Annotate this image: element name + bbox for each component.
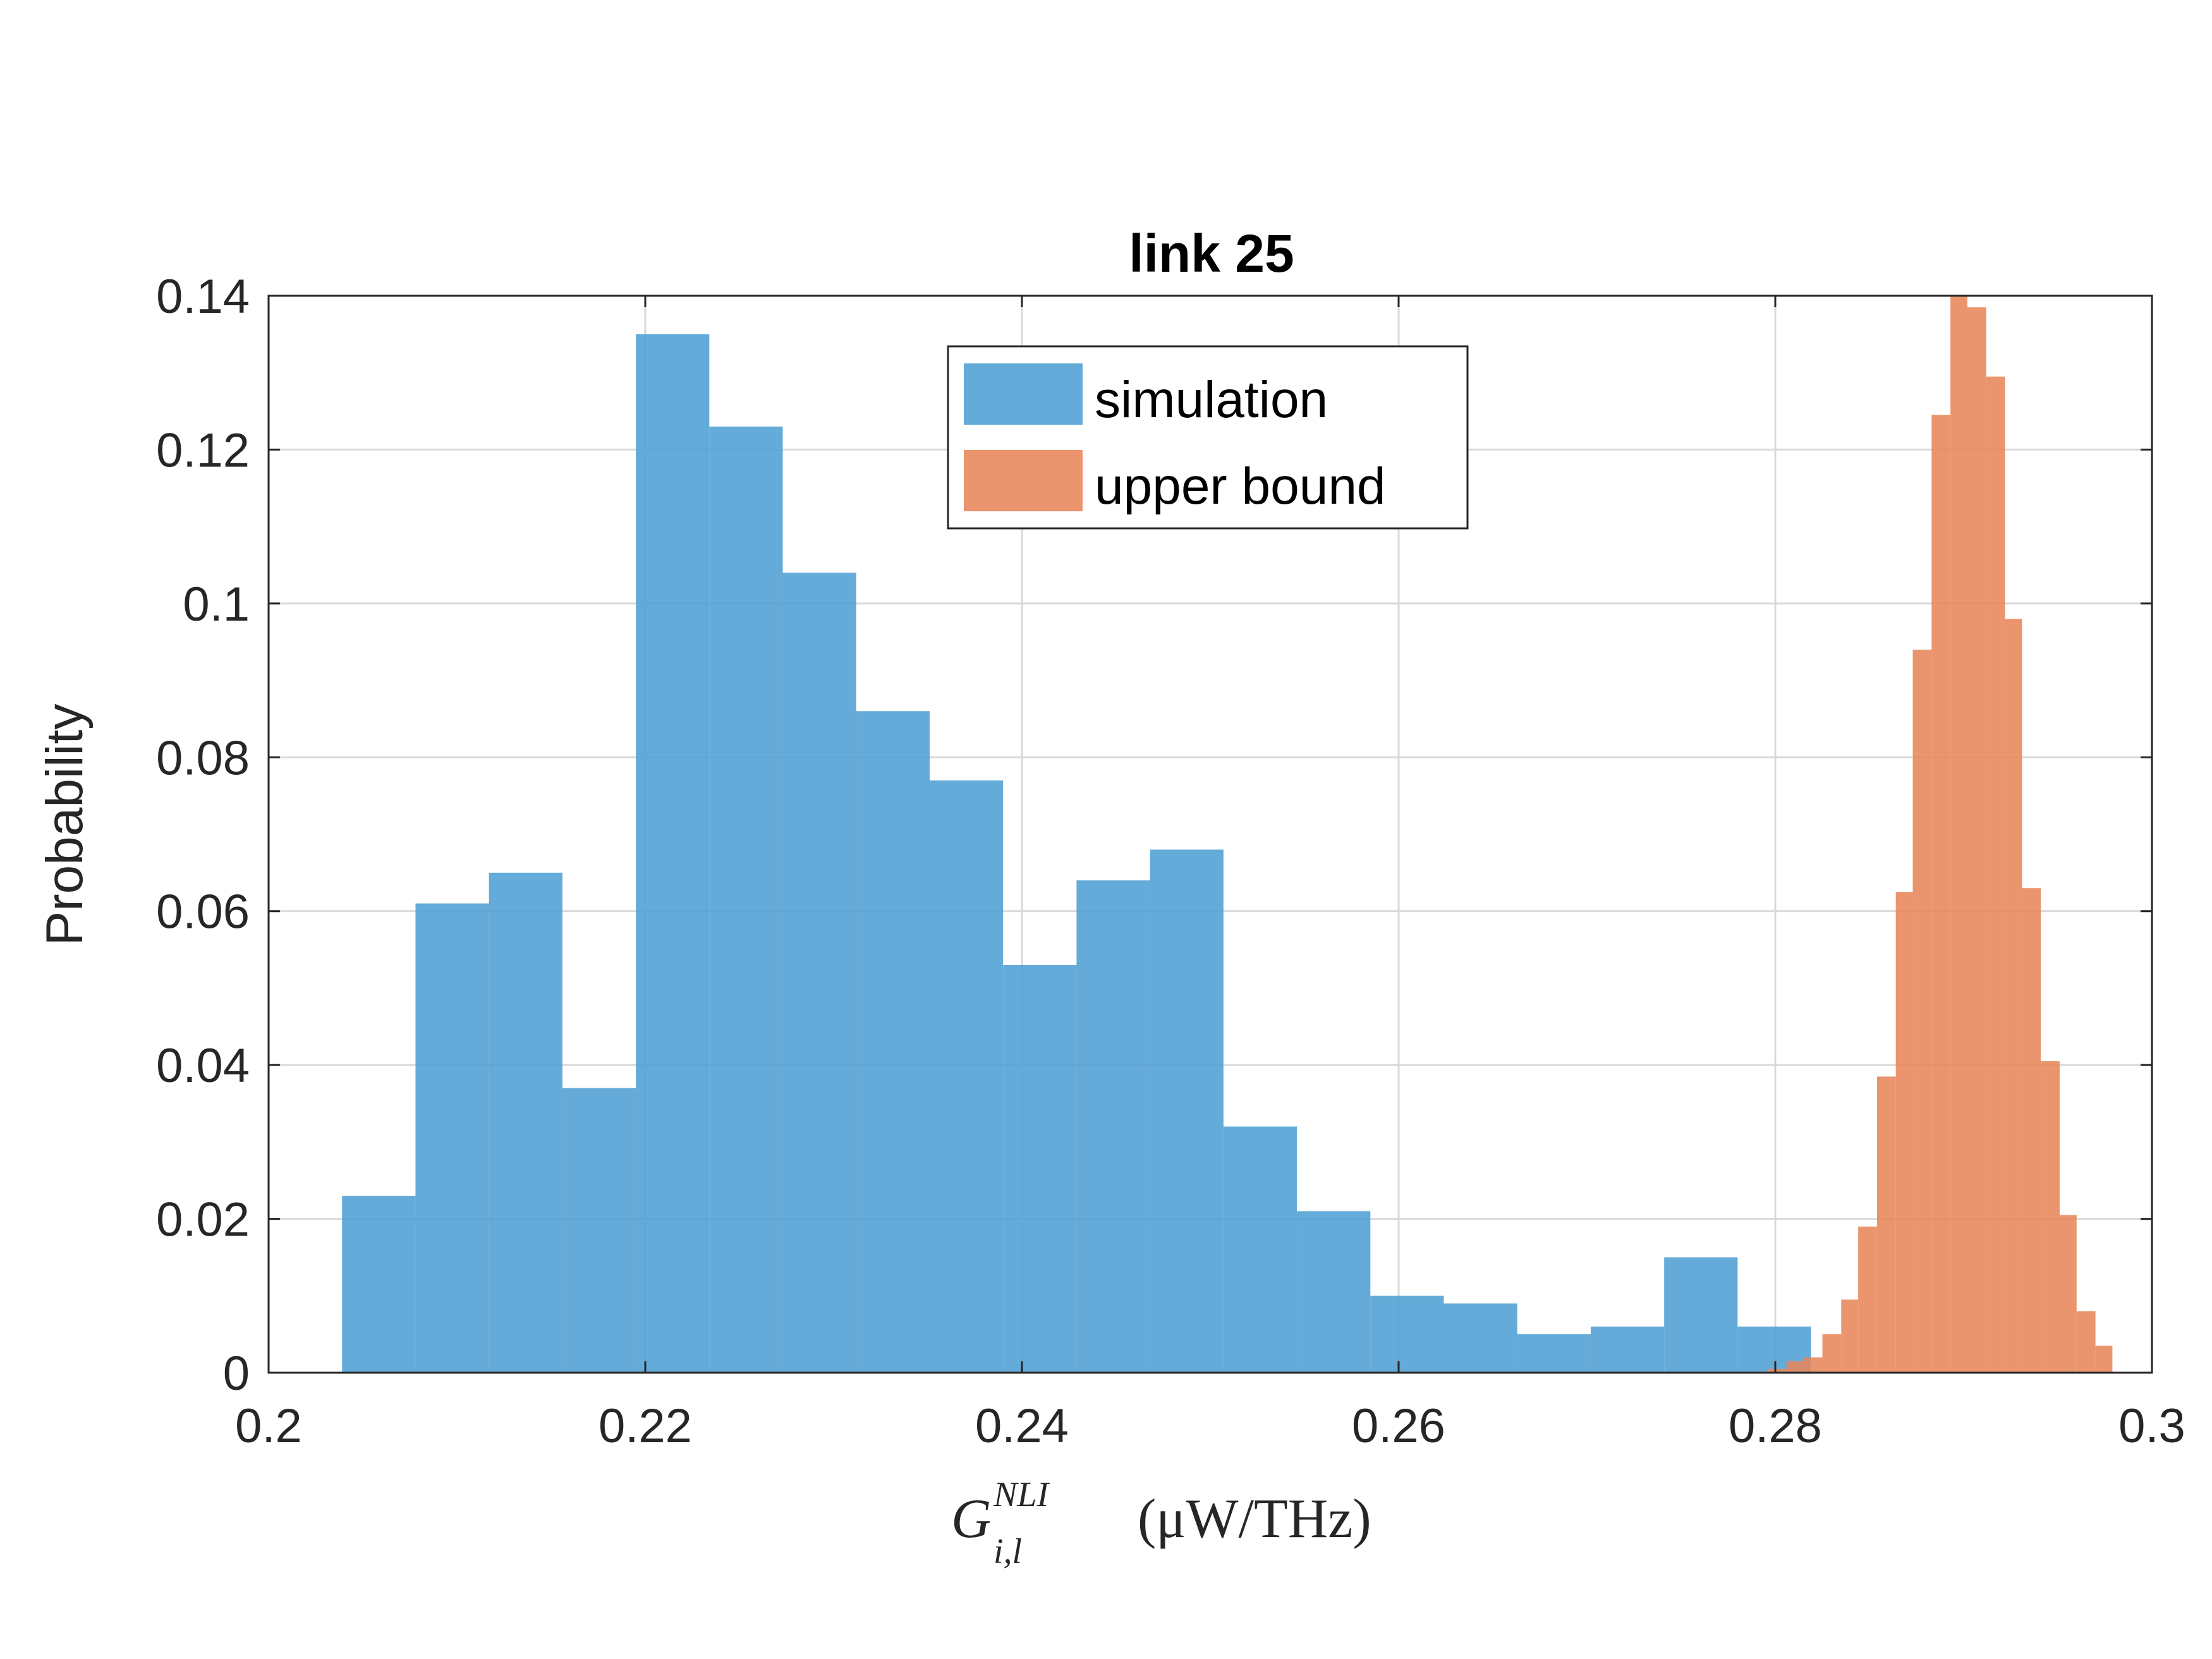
x-axis-label-symbol: G <box>951 1488 992 1550</box>
bar-simulation <box>782 573 856 1373</box>
x-tick-label: 0.22 <box>599 1399 692 1453</box>
bar-upper-bound <box>1912 649 1932 1373</box>
y-tick-label: 0.08 <box>156 731 250 785</box>
x-tick-label: 0.26 <box>1352 1399 1445 1453</box>
bar-simulation <box>562 1088 636 1373</box>
x-tick-labels: 0.2 0.22 0.24 0.26 0.28 0.3 <box>235 1399 2185 1453</box>
bar-upper-bound <box>2059 1215 2077 1373</box>
legend-swatch-simulation <box>964 363 1083 425</box>
bar-upper-bound <box>2005 619 2022 1373</box>
bar-upper-bound <box>1786 1361 1804 1373</box>
y-tick-label: 0.14 <box>156 270 250 324</box>
bar-upper-bound <box>1876 1076 1896 1373</box>
x-axis-label-superscript: NLI <box>993 1475 1050 1514</box>
y-axis-label: Probability <box>36 704 94 946</box>
bar-upper-bound <box>2095 1346 2113 1373</box>
series-upper-bound <box>1768 296 2113 1373</box>
x-tick-label: 0.2 <box>235 1399 302 1453</box>
bar-simulation <box>1664 1257 1738 1373</box>
legend-label-simulation: simulation <box>1095 371 1328 428</box>
y-tick-label: 0 <box>223 1347 250 1401</box>
chart-title: link 25 <box>1129 224 1294 283</box>
bar-simulation <box>489 872 562 1373</box>
y-tick-label: 0.12 <box>156 423 250 477</box>
bar-simulation <box>1370 1296 1444 1373</box>
tick-marks <box>267 295 2153 1374</box>
bar-simulation <box>1297 1211 1371 1373</box>
bar-simulation <box>415 903 489 1373</box>
bar-upper-bound <box>1858 1226 1877 1373</box>
y-tick-label: 0.06 <box>156 885 250 939</box>
bar-simulation <box>1590 1326 1665 1373</box>
bar-simulation <box>1076 880 1150 1373</box>
bar-upper-bound <box>2076 1311 2096 1373</box>
bar-upper-bound <box>1803 1357 1823 1373</box>
y-tick-labels: 0 0.02 0.04 0.06 0.08 0.1 0.12 0.14 <box>156 270 250 1401</box>
bar-simulation <box>636 334 710 1373</box>
x-tick-label: 0.3 <box>2118 1399 2185 1453</box>
x-axis-label-subscript: i,l <box>994 1532 1022 1571</box>
bar-simulation <box>856 711 930 1373</box>
bar-upper-bound <box>1931 415 1951 1373</box>
bar-simulation <box>1003 964 1077 1373</box>
bar-upper-bound <box>2022 888 2041 1373</box>
y-tick-label: 0.04 <box>156 1039 250 1093</box>
legend-label-upper-bound: upper bound <box>1095 458 1386 515</box>
bar-upper-bound <box>2041 1061 2060 1373</box>
bar-upper-bound <box>1841 1299 1859 1373</box>
y-tick-label: 0.1 <box>183 578 250 631</box>
x-tick-label: 0.24 <box>975 1399 1069 1453</box>
bar-simulation <box>1223 1126 1297 1373</box>
x-axis-label-unit: (μW/THz) <box>1138 1488 1371 1550</box>
x-tick-label: 0.28 <box>1729 1399 1822 1453</box>
bar-upper-bound <box>1895 892 1913 1373</box>
bar-simulation <box>1443 1303 1517 1373</box>
bar-upper-bound <box>1822 1334 1842 1373</box>
series-simulation <box>342 334 1811 1373</box>
bar-upper-bound <box>1986 376 2005 1373</box>
legend: simulation upper bound <box>947 345 1469 530</box>
bar-simulation <box>929 780 1004 1373</box>
x-axis-label: G NLI i,l (μW/THz) <box>951 1475 1371 1571</box>
bar-upper-bound <box>1967 307 1986 1373</box>
bars <box>342 296 2113 1373</box>
axes-frame <box>267 295 2153 1374</box>
bar-upper-bound <box>1768 1368 1787 1373</box>
bar-simulation <box>342 1196 416 1373</box>
legend-swatch-upper-bound <box>964 450 1083 511</box>
y-tick-label: 0.02 <box>156 1193 250 1247</box>
bar-simulation <box>1517 1334 1591 1373</box>
bar-simulation <box>1150 849 1224 1373</box>
bar-simulation <box>709 426 783 1373</box>
bar-upper-bound <box>1950 296 1967 1373</box>
